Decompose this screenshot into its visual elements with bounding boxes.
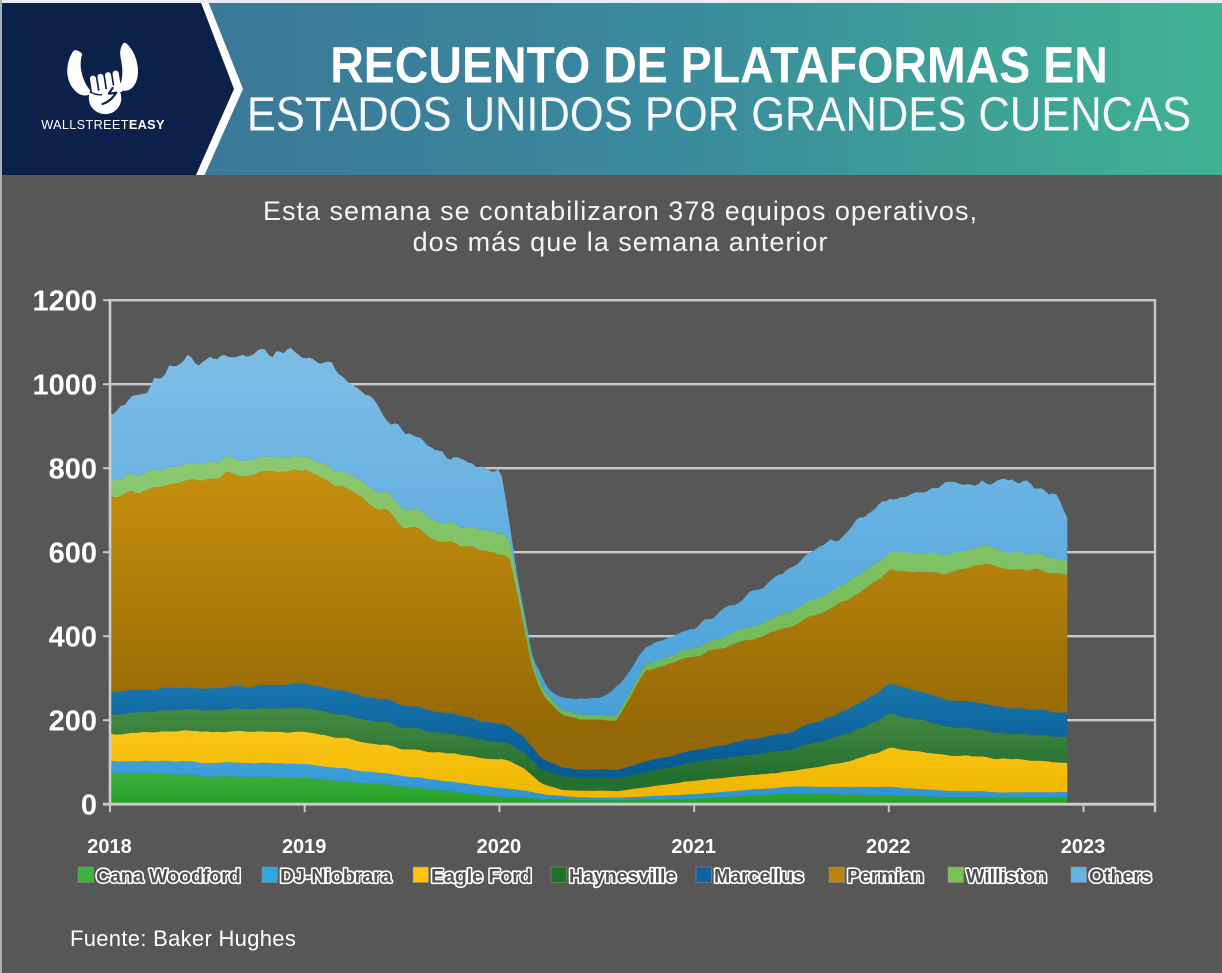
svg-text:0: 0 <box>81 790 97 822</box>
svg-text:Cana Woodford: Cana Woodford <box>96 866 241 888</box>
svg-text:Williston: Williston <box>966 866 1047 888</box>
svg-text:Haynesville: Haynesville <box>569 866 676 888</box>
svg-text:2023: 2023 <box>1061 836 1106 858</box>
svg-text:600: 600 <box>49 538 97 570</box>
svg-text:2022: 2022 <box>866 836 911 858</box>
svg-text:1200: 1200 <box>32 286 97 318</box>
svg-text:Others: Others <box>1089 866 1152 888</box>
svg-text:Eagle Ford: Eagle Ford <box>431 866 532 888</box>
svg-text:2018: 2018 <box>87 836 132 858</box>
svg-text:2019: 2019 <box>282 836 327 858</box>
svg-text:DJ-Niobrara: DJ-Niobrara <box>280 866 392 888</box>
svg-text:Fuente: Baker Hughes: Fuente: Baker Hughes <box>70 926 296 951</box>
svg-text:800: 800 <box>49 454 97 486</box>
svg-text:2021: 2021 <box>671 836 716 858</box>
svg-text:Permian: Permian <box>847 866 924 888</box>
svg-text:1000: 1000 <box>32 370 97 402</box>
svg-text:Marcellus: Marcellus <box>714 866 804 888</box>
svg-text:200: 200 <box>49 706 97 738</box>
svg-text:2020: 2020 <box>477 836 522 858</box>
svg-text:400: 400 <box>49 622 97 654</box>
